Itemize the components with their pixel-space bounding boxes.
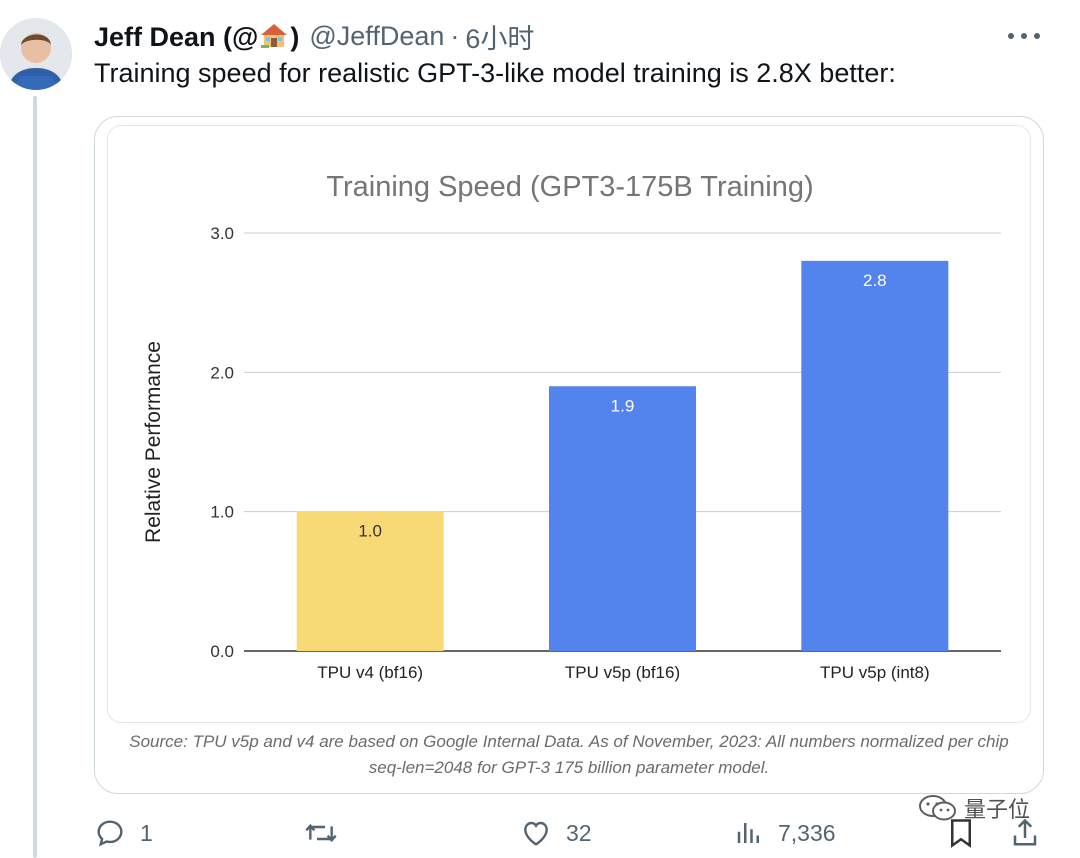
- retweet-button[interactable]: [303, 808, 353, 858]
- thread-line: [33, 96, 37, 858]
- source-note-line-2: seq-len=2048 for GPT-3 175 billion param…: [368, 758, 770, 777]
- handle[interactable]: @JeffDean: [309, 20, 445, 51]
- bookmark-button[interactable]: [946, 808, 976, 858]
- timestamp[interactable]: 6小时: [465, 23, 535, 54]
- display-name[interactable]: Jeff Dean (@ ): [94, 21, 300, 52]
- x-tick-label-1: TPU v5p (bf16): [565, 663, 680, 682]
- share-button[interactable]: [1010, 808, 1040, 858]
- tweet-text: Training speed for realistic GPT-3-like …: [94, 58, 896, 88]
- chart-title: Training Speed (GPT3-175B Training): [326, 171, 813, 203]
- y-axis-label: Relative Performance: [142, 341, 165, 543]
- bookmark-icon: [951, 819, 971, 848]
- reply-count: 1: [140, 819, 153, 846]
- separator: ·: [450, 20, 460, 51]
- tweet-header: Jeff Dean (@ ) @JeffDean · 6小时: [94, 18, 534, 54]
- data-label-1: 1.9: [611, 396, 635, 415]
- more-icon[interactable]: [1008, 22, 1040, 50]
- source-note-line-1: Source: TPU v5p and v4 are based on Goog…: [129, 732, 1009, 751]
- y-tick-label-2: 2.0: [210, 363, 234, 382]
- data-label-0: 1.0: [358, 522, 382, 541]
- like-count: 32: [566, 819, 592, 846]
- views-button[interactable]: 7,336: [734, 808, 836, 858]
- action-bar: 1 32 7,336: [0, 808, 1080, 858]
- media-card[interactable]: Training Speed (GPT3-175B Training) Relat…: [94, 116, 1044, 794]
- avatar[interactable]: [0, 18, 72, 90]
- y-tick-label-1: 1.0: [210, 503, 234, 522]
- y-tick-label-0: 0.0: [210, 642, 234, 661]
- source-note: Source: TPU v5p and v4 are based on Goog…: [107, 729, 1031, 781]
- chart-frame: Training Speed (GPT3-175B Training) Relat…: [107, 125, 1031, 723]
- x-tick-label-0: TPU v4 (bf16): [317, 663, 423, 682]
- bar-2: [801, 260, 949, 651]
- views-icon: [737, 823, 759, 843]
- watermark-text: 量子位: [964, 797, 1031, 822]
- like-button[interactable]: 32: [520, 808, 592, 858]
- bar-chart: Training Speed (GPT3-175B Training) Relat…: [142, 171, 1001, 682]
- data-label-2: 2.8: [863, 271, 887, 290]
- like-icon: [524, 821, 548, 846]
- watermark: 量子位: [918, 792, 1030, 824]
- share-icon: [1013, 818, 1037, 846]
- bar-1: [549, 386, 696, 651]
- views-count: 7,336: [778, 819, 836, 846]
- bar-0: [296, 511, 444, 651]
- reply-icon: [97, 820, 123, 847]
- reply-button[interactable]: 1: [94, 808, 153, 858]
- house-emoji-icon: [261, 23, 288, 48]
- retweet-icon: [305, 823, 337, 843]
- x-tick-label-2: TPU v5p (int8): [820, 663, 930, 682]
- wechat-icon: [919, 795, 956, 821]
- y-tick-label-3: 3.0: [210, 224, 234, 243]
